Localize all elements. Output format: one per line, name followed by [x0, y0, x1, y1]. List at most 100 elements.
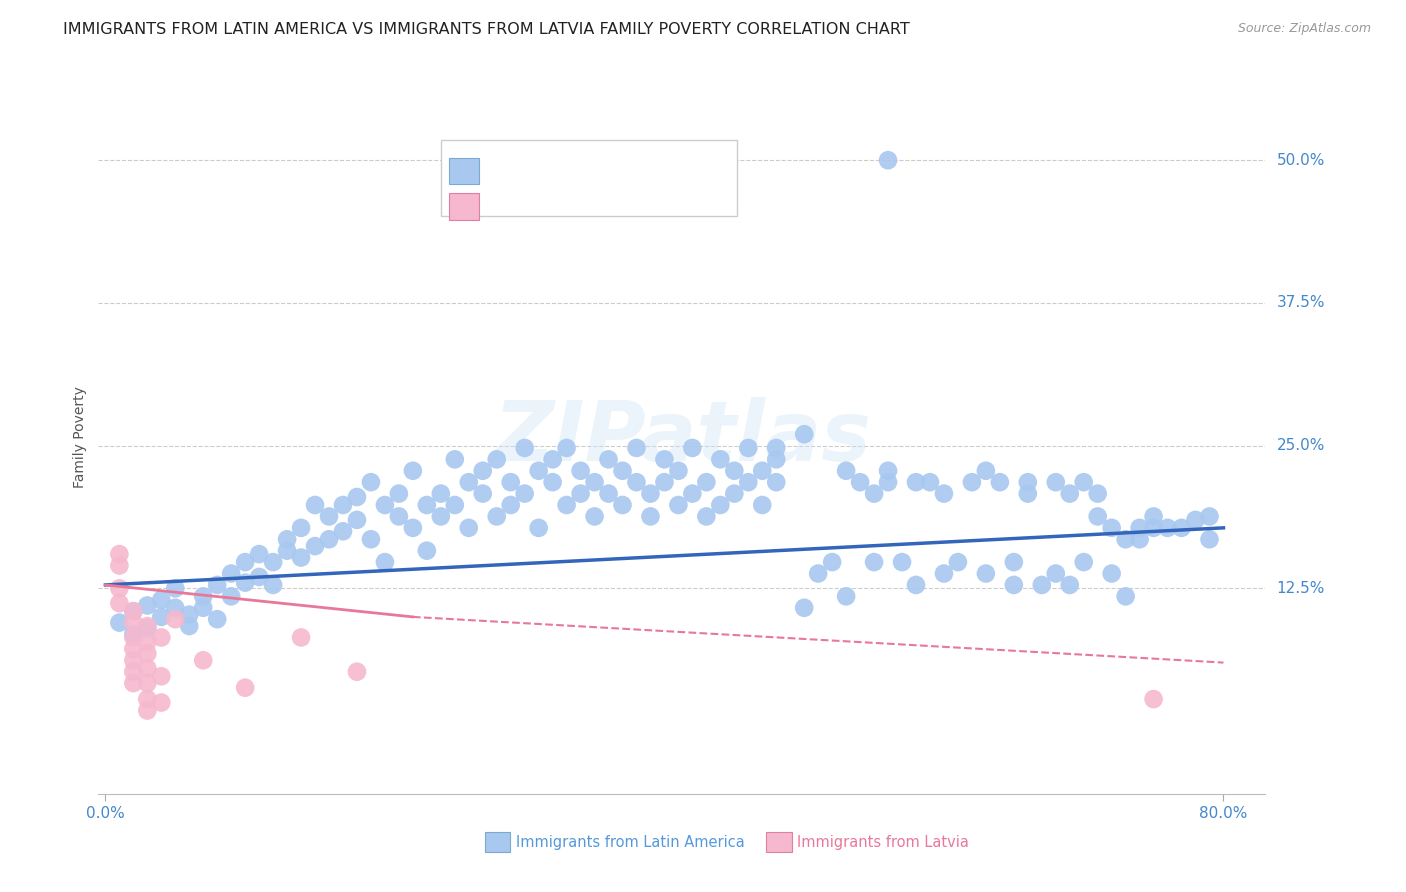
Point — [1059, 486, 1081, 500]
Point — [765, 475, 787, 490]
Point — [136, 676, 159, 690]
Text: R = -0.171   N =  27: R = -0.171 N = 27 — [491, 199, 654, 214]
Point — [402, 521, 425, 535]
Point — [346, 513, 368, 527]
Point — [751, 498, 773, 512]
Point — [108, 582, 131, 596]
Point — [709, 498, 731, 512]
Point — [946, 555, 969, 569]
Point — [640, 509, 662, 524]
Point — [695, 509, 717, 524]
Point — [1170, 521, 1192, 535]
Point — [737, 475, 759, 490]
Point — [513, 441, 536, 455]
Point — [318, 533, 340, 547]
Point — [513, 486, 536, 500]
Point — [640, 486, 662, 500]
Point — [388, 486, 411, 500]
Point — [960, 475, 983, 490]
Point — [541, 475, 564, 490]
Point — [108, 615, 131, 630]
Point — [219, 566, 242, 581]
Point — [1073, 555, 1095, 569]
Point — [1087, 486, 1109, 500]
Text: 12.5%: 12.5% — [1277, 581, 1324, 596]
Point — [457, 521, 479, 535]
Point — [1059, 578, 1081, 592]
Text: ZIPatlas: ZIPatlas — [494, 397, 870, 477]
Text: 50.0%: 50.0% — [1277, 153, 1324, 168]
Point — [499, 498, 522, 512]
Point — [108, 596, 131, 610]
Point — [654, 475, 676, 490]
Point — [374, 555, 396, 569]
Point — [1115, 590, 1137, 604]
Point — [932, 566, 955, 581]
Point — [457, 475, 479, 490]
Point — [1129, 521, 1152, 535]
Point — [136, 692, 159, 706]
Point — [485, 509, 508, 524]
Point — [668, 464, 690, 478]
Point — [569, 486, 592, 500]
Point — [136, 661, 159, 675]
Point — [1031, 578, 1053, 592]
Point — [626, 475, 648, 490]
Point — [612, 498, 634, 512]
Point — [136, 621, 159, 635]
Text: IMMIGRANTS FROM LATIN AMERICA VS IMMIGRANTS FROM LATVIA FAMILY POVERTY CORRELATI: IMMIGRANTS FROM LATIN AMERICA VS IMMIGRA… — [63, 22, 910, 37]
Point — [1087, 509, 1109, 524]
Point — [108, 547, 131, 561]
Point — [598, 452, 620, 467]
Point — [485, 452, 508, 467]
Point — [835, 464, 858, 478]
Point — [555, 441, 578, 455]
Point — [1198, 533, 1220, 547]
Point — [430, 486, 453, 500]
Point — [219, 590, 242, 604]
Point — [290, 550, 312, 565]
Point — [332, 524, 354, 539]
Point — [179, 607, 201, 622]
Point — [205, 612, 228, 626]
Point — [136, 619, 159, 633]
Point — [179, 619, 201, 633]
Point — [122, 604, 145, 618]
Point — [654, 452, 676, 467]
Point — [122, 676, 145, 690]
Point — [150, 631, 173, 645]
Point — [205, 578, 228, 592]
Point — [709, 452, 731, 467]
Point — [374, 498, 396, 512]
Point — [569, 464, 592, 478]
Point — [290, 631, 312, 645]
Point — [360, 533, 382, 547]
Point — [765, 441, 787, 455]
Point — [723, 486, 745, 500]
Point — [583, 475, 606, 490]
Point — [122, 604, 145, 618]
Point — [233, 575, 256, 590]
Point — [290, 521, 312, 535]
Point — [1115, 533, 1137, 547]
Point — [304, 498, 326, 512]
Point — [793, 600, 815, 615]
Text: Immigrants from Latvia: Immigrants from Latvia — [797, 835, 969, 849]
Point — [765, 452, 787, 467]
Point — [1184, 513, 1206, 527]
Point — [276, 543, 298, 558]
Point — [681, 441, 703, 455]
Point — [863, 486, 886, 500]
Point — [136, 704, 159, 718]
Point — [1017, 486, 1039, 500]
Point — [247, 570, 270, 584]
Point — [737, 441, 759, 455]
Point — [122, 665, 145, 679]
Point — [233, 555, 256, 569]
Point — [988, 475, 1011, 490]
Point — [583, 509, 606, 524]
Point — [122, 653, 145, 667]
Point — [346, 490, 368, 504]
Point — [304, 539, 326, 553]
Point — [527, 521, 550, 535]
